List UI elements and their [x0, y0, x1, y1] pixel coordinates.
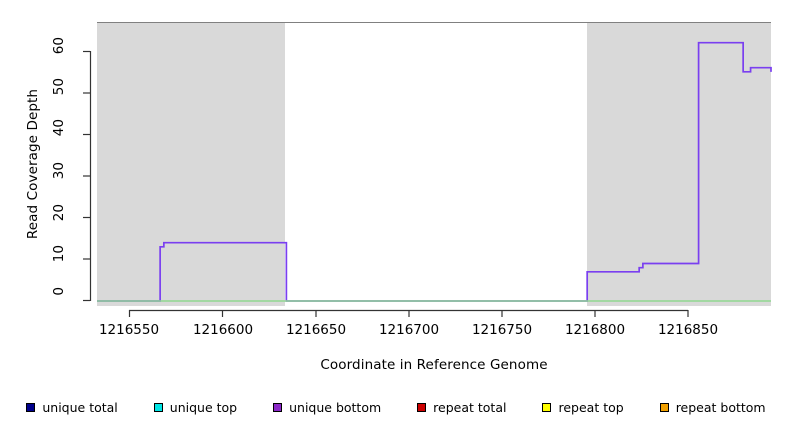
legend-item-repeat-total: repeat total — [417, 400, 506, 415]
shaded-region-left — [97, 22, 285, 306]
chart-legend: unique total unique top unique bottom re… — [0, 396, 792, 418]
legend-swatch-repeat-total — [417, 402, 427, 412]
legend-swatch-unique-bottom — [273, 402, 283, 412]
legend-swatch-unique-total — [26, 402, 36, 412]
data-series-layer — [97, 41, 772, 302]
x-tick-label-1216850: 1216850 — [657, 322, 719, 338]
legend-label-unique-top: unique top — [169, 399, 238, 415]
legend-label-repeat-total: repeat total — [433, 399, 507, 415]
x-tick-label-1216550: 1216550 — [98, 322, 160, 338]
legend-swatch-repeat-top — [542, 402, 552, 412]
legend-item-unique-bottom: unique bottom — [273, 400, 381, 415]
legend-label-repeat-bottom: repeat bottom — [675, 399, 766, 415]
legend-item-repeat-top: repeat top — [542, 399, 624, 415]
x-tick-label-1216650: 1216650 — [285, 322, 347, 338]
legend-swatch-repeat-bottom — [659, 402, 669, 412]
x-tick-label-1216800: 1216800 — [564, 322, 626, 338]
shaded-region-right — [587, 22, 771, 306]
legend-label-unique-total: unique total — [42, 399, 118, 415]
legend-item-repeat-bottom: repeat bottom — [659, 399, 766, 415]
x-tick-label-1216700: 1216700 — [378, 322, 440, 338]
x-tick-label-1216600: 1216600 — [192, 322, 254, 338]
x-axis-title: Coordinate in Reference Genome — [320, 357, 548, 373]
legend-item-unique-total: unique total — [26, 399, 118, 415]
legend-label-repeat-top: repeat top — [558, 399, 624, 415]
legend-item-unique-top: unique top — [153, 399, 238, 415]
legend-label-unique-bottom: unique bottom — [289, 399, 382, 415]
x-tick-label-1216750: 1216750 — [471, 322, 533, 338]
legend-swatch-unique-top — [153, 402, 163, 412]
series-unique-bottom — [97, 41, 772, 302]
